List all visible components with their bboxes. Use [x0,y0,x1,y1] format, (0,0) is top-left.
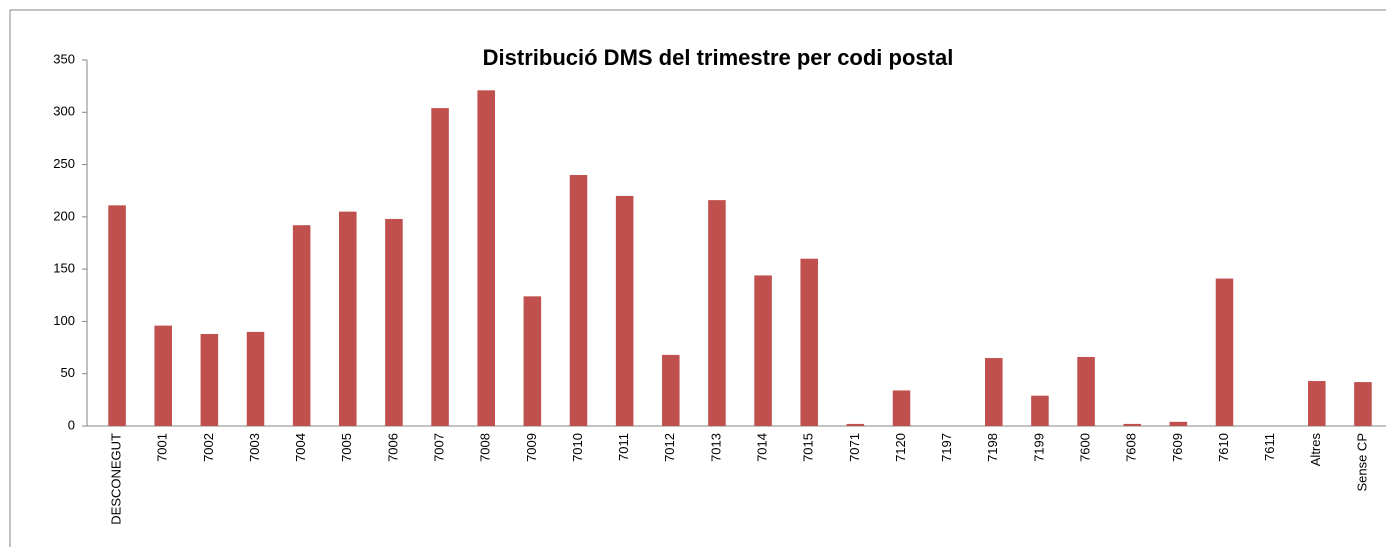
bar [339,211,357,426]
bar [1031,395,1049,426]
y-tick-label: 250 [53,156,75,171]
x-tick-label: 7608 [1124,433,1139,462]
x-tick-label: 7001 [155,433,170,462]
x-tick-label: 7198 [985,433,1000,462]
bar [431,108,449,427]
bar [615,195,634,426]
bar [200,333,219,426]
x-tick-label: 7008 [478,433,493,462]
y-tick-label: 200 [53,208,75,223]
bar [1169,421,1188,426]
bar [246,331,265,426]
bar [385,218,403,426]
bar [985,358,1003,426]
x-tick-label: 7199 [1031,433,1046,462]
x-tick-label: Sense CP [1354,433,1369,492]
bar [569,175,588,426]
y-tick-label: 350 [53,51,75,66]
x-tick-label: 7600 [1078,433,1093,462]
x-tick-label: 7012 [662,433,677,462]
bar [154,325,172,426]
x-tick-label: 7007 [432,433,447,462]
y-tick-label: 150 [53,261,75,276]
x-tick-label: 7120 [893,433,908,462]
x-tick-label: 7006 [385,433,400,462]
x-tick-label: 7071 [847,433,862,462]
y-tick-label: 300 [53,104,75,119]
x-tick-label: Altres [1308,433,1323,467]
bar [1215,278,1234,426]
bar [1123,423,1141,426]
x-tick-label: 7003 [247,433,262,462]
bar [292,225,311,426]
x-tick-label: 7011 [616,433,631,461]
bar [1354,382,1372,426]
x-tick-label: 7609 [1170,433,1185,462]
bar [1308,381,1326,426]
bar [708,200,726,426]
bar [662,354,680,426]
bar [892,390,911,426]
x-tick-label: 7005 [339,433,354,462]
bar [108,205,126,426]
x-tick-label: 7004 [293,433,308,462]
x-tick-label: 7002 [201,433,216,462]
x-tick-label: 7197 [939,433,954,462]
bar [1077,356,1095,426]
y-tick-label: 100 [53,313,75,328]
x-tick-label: 7009 [524,433,539,462]
bar [754,275,772,426]
y-tick-label: 0 [68,417,75,432]
x-tick-label: 7010 [570,433,585,462]
bar [523,296,542,426]
x-tick-label: DESCONEGUT [109,433,124,525]
x-tick-label: 7013 [708,433,723,462]
x-tick-label: 7014 [755,433,770,462]
bar [800,258,818,426]
bar [477,90,495,426]
bar [846,423,865,426]
chart-frame [9,9,1386,547]
x-tick-label: 7015 [801,433,816,462]
x-tick-label: 7611 [1262,433,1277,461]
x-tick-label: 7610 [1216,433,1231,462]
chart-title: Distribució DMS del trimestre per codi p… [483,45,954,70]
y-tick-label: 50 [61,365,75,380]
